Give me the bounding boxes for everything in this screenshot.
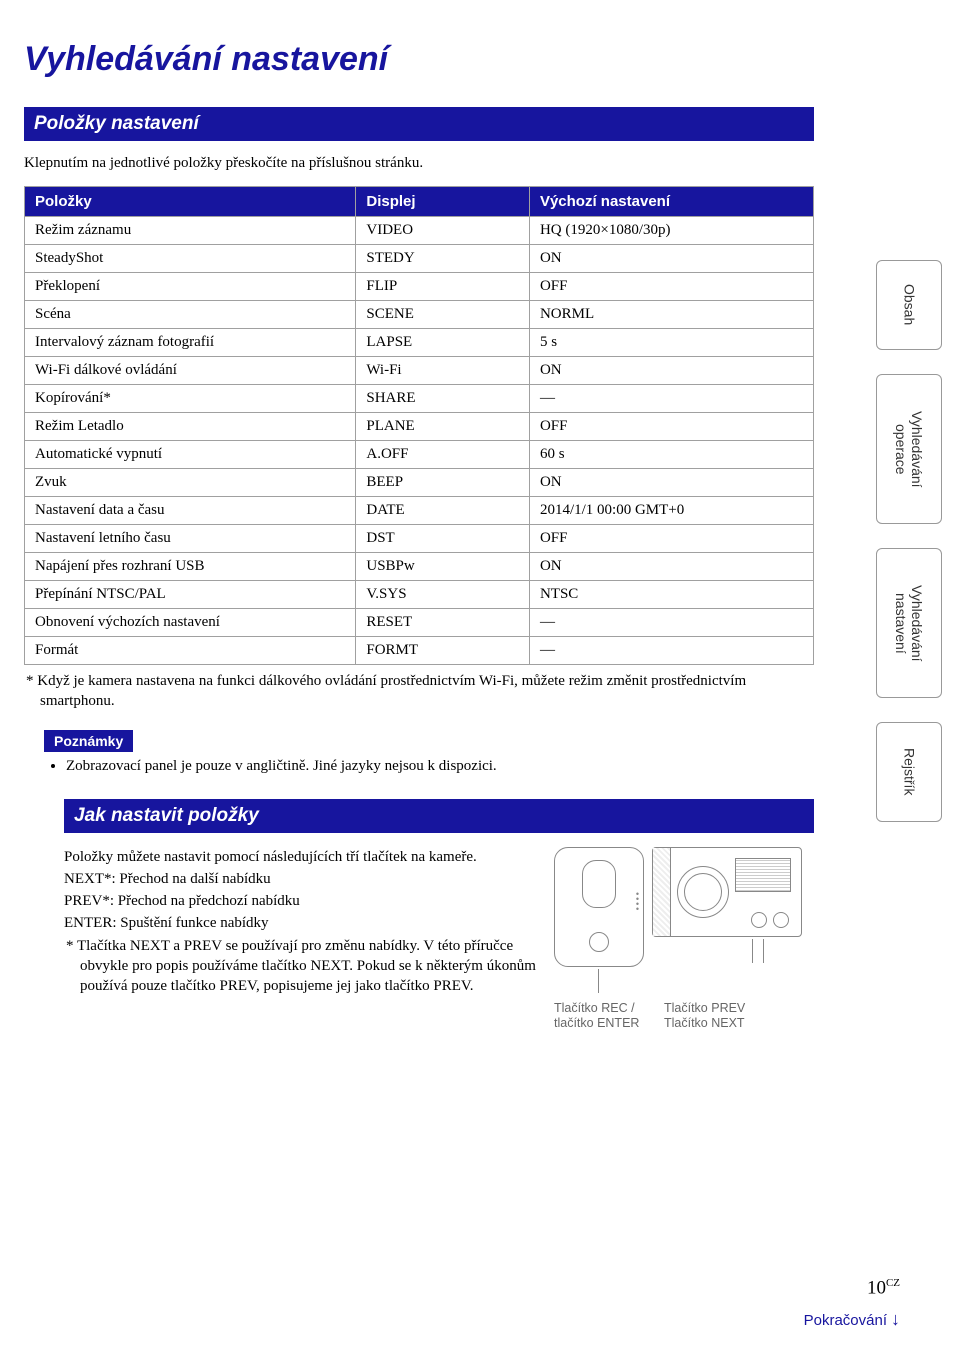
table-cell: SHARE — [356, 385, 530, 413]
table-cell: 2014/1/1 00:00 GMT+0 — [529, 497, 813, 525]
table-row[interactable]: PřeklopeníFLIPOFF — [25, 273, 814, 301]
col-vychozi: Výchozí nastavení — [529, 187, 813, 217]
table-cell: OFF — [529, 413, 813, 441]
table-row[interactable]: Intervalový záznam fotografiíLAPSE5 s — [25, 329, 814, 357]
table-row[interactable]: SteadyShotSTEDYON — [25, 245, 814, 273]
table-cell: FORMT — [356, 637, 530, 665]
table-cell: ON — [529, 469, 813, 497]
label-next: Tlačítko NEXT — [664, 1016, 745, 1032]
notes-label: Poznámky — [44, 730, 133, 752]
camera-diagram: •••• — [554, 847, 814, 1032]
down-arrow-icon: ↓ — [891, 1309, 900, 1329]
table-cell: Přepínání NTSC/PAL — [25, 581, 356, 609]
table-cell: PLANE — [356, 413, 530, 441]
table-cell: HQ (1920×1080/30p) — [529, 217, 813, 245]
table-cell: LAPSE — [356, 329, 530, 357]
table-row[interactable]: Přepínání NTSC/PALV.SYSNTSC — [25, 581, 814, 609]
table-cell: Režim záznamu — [25, 217, 356, 245]
table-row[interactable]: Kopírování*SHARE— — [25, 385, 814, 413]
notes-list: Zobrazovací panel je pouze v angličtině.… — [66, 758, 814, 775]
howto-line: ENTER: Spuštění funkce nabídky — [64, 913, 536, 933]
table-row[interactable]: Nastavení data a časuDATE2014/1/1 00:00 … — [25, 497, 814, 525]
label-prev: Tlačítko PREV — [664, 1001, 745, 1017]
table-cell: SteadyShot — [25, 245, 356, 273]
table-row[interactable]: ScénaSCENENORML — [25, 301, 814, 329]
table-cell: DATE — [356, 497, 530, 525]
table-cell: USBPw — [356, 553, 530, 581]
table-cell: VIDEO — [356, 217, 530, 245]
table-cell: Wi-Fi — [356, 357, 530, 385]
table-row[interactable]: Wi-Fi dálkové ovládáníWi-FiON — [25, 357, 814, 385]
tab-obsah[interactable]: Obsah — [876, 260, 942, 350]
table-cell: Zvuk — [25, 469, 356, 497]
table-cell: Automatické vypnutí — [25, 441, 356, 469]
continue-link[interactable]: Pokračování↓ — [804, 1309, 900, 1330]
note-item: Zobrazovací panel je pouze v angličtině.… — [66, 758, 814, 775]
table-cell: ON — [529, 245, 813, 273]
table-cell: OFF — [529, 273, 813, 301]
tab-rejstrik[interactable]: Rejstřík — [876, 722, 942, 822]
table-cell: ON — [529, 553, 813, 581]
table-row[interactable]: FormátFORMT— — [25, 637, 814, 665]
intro-text: Klepnutím na jednotlivé položky přeskočí… — [24, 155, 814, 172]
tab-vyhledavani-nastaveni[interactable]: Vyhledávání nastavení — [876, 548, 942, 698]
table-cell: Nastavení data a času — [25, 497, 356, 525]
tab-vyhledavani-operace[interactable]: Vyhledávání operace — [876, 374, 942, 524]
table-cell: OFF — [529, 525, 813, 553]
table-cell: Překlopení — [25, 273, 356, 301]
table-cell: Wi-Fi dálkové ovládání — [25, 357, 356, 385]
table-cell: RESET — [356, 609, 530, 637]
table-cell: — — [529, 385, 813, 413]
howto-text: Položky můžete nastavit pomocí následují… — [64, 847, 536, 1032]
table-cell: Kopírování* — [25, 385, 356, 413]
table-cell: Napájení přes rozhraní USB — [25, 553, 356, 581]
settings-table: Položky Displej Výchozí nastavení Režim … — [24, 186, 814, 665]
side-tabs: Obsah Vyhledávání operace Vyhledávání na… — [876, 260, 942, 822]
table-cell: NORML — [529, 301, 813, 329]
camera-front-illustration: •••• — [554, 847, 644, 995]
table-cell: Režim Letadlo — [25, 413, 356, 441]
table-row[interactable]: Automatické vypnutíA.OFF60 s — [25, 441, 814, 469]
table-row[interactable]: Obnovení výchozích nastaveníRESET— — [25, 609, 814, 637]
camera-side-illustration — [652, 847, 802, 965]
table-cell: Formát — [25, 637, 356, 665]
label-rec-enter: Tlačítko REC / tlačítko ENTER — [554, 1001, 644, 1032]
table-row[interactable]: ZvukBEEPON — [25, 469, 814, 497]
table-cell: A.OFF — [356, 441, 530, 469]
table-cell: FLIP — [356, 273, 530, 301]
table-cell: — — [529, 609, 813, 637]
col-polozky: Položky — [25, 187, 356, 217]
table-cell: V.SYS — [356, 581, 530, 609]
table-cell: 60 s — [529, 441, 813, 469]
table-cell: Nastavení letního času — [25, 525, 356, 553]
page-number: 10 — [867, 1277, 886, 1298]
section-howto-heading: Jak nastavit položky — [64, 799, 814, 833]
howto-lead: Položky můžete nastavit pomocí následují… — [64, 847, 536, 867]
howto-line: NEXT*: Přechod na další nabídku — [64, 869, 536, 889]
table-cell: Intervalový záznam fotografií — [25, 329, 356, 357]
table-footnote: * Když je kamera nastavena na funkci dál… — [24, 671, 814, 712]
table-cell: SCENE — [356, 301, 530, 329]
howto-star: * Tlačítka NEXT a PREV se používají pro … — [64, 936, 536, 997]
table-cell: Obnovení výchozích nastavení — [25, 609, 356, 637]
page-suffix: CZ — [886, 1277, 900, 1289]
table-row[interactable]: Režim záznamuVIDEOHQ (1920×1080/30p) — [25, 217, 814, 245]
table-cell: — — [529, 637, 813, 665]
table-row[interactable]: Napájení přes rozhraní USBUSBPwON — [25, 553, 814, 581]
table-cell: DST — [356, 525, 530, 553]
table-cell: NTSC — [529, 581, 813, 609]
table-cell: 5 s — [529, 329, 813, 357]
howto-line: PREV*: Přechod na předchozí nabídku — [64, 891, 536, 911]
table-cell: Scéna — [25, 301, 356, 329]
table-row[interactable]: Režim LetadloPLANEOFF — [25, 413, 814, 441]
table-cell: BEEP — [356, 469, 530, 497]
page-title: Vyhledávání nastavení — [24, 40, 814, 79]
table-cell: ON — [529, 357, 813, 385]
table-header-row: Položky Displej Výchozí nastavení — [25, 187, 814, 217]
col-displej: Displej — [356, 187, 530, 217]
section-items-heading: Položky nastavení — [24, 107, 814, 141]
table-row[interactable]: Nastavení letního časuDSTOFF — [25, 525, 814, 553]
page-footer: 10CZ Pokračování↓ — [804, 1277, 900, 1330]
table-cell: STEDY — [356, 245, 530, 273]
